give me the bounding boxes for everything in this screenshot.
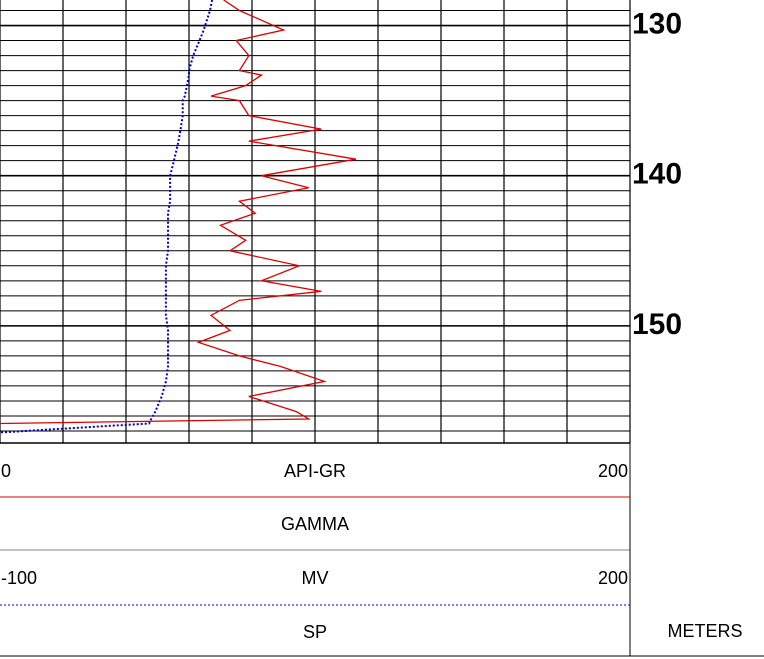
log-curve (0, 0, 214, 434)
curve-name: GAMMA (281, 514, 349, 534)
scale-max: 200 (598, 568, 628, 588)
scale-min: 0 (1, 461, 11, 481)
scale-unit: API-GR (284, 461, 346, 481)
scale-max: 200 (598, 461, 628, 481)
depth-label: 150 (632, 308, 682, 341)
scale-min: -100 (1, 568, 37, 588)
depth-unit: METERS (667, 621, 742, 641)
curve-name: SP (303, 622, 327, 642)
depth-label: 140 (632, 158, 682, 191)
depth-label: 130 (632, 7, 682, 40)
log-curve (0, 0, 357, 425)
scale-unit: MV (302, 568, 329, 588)
